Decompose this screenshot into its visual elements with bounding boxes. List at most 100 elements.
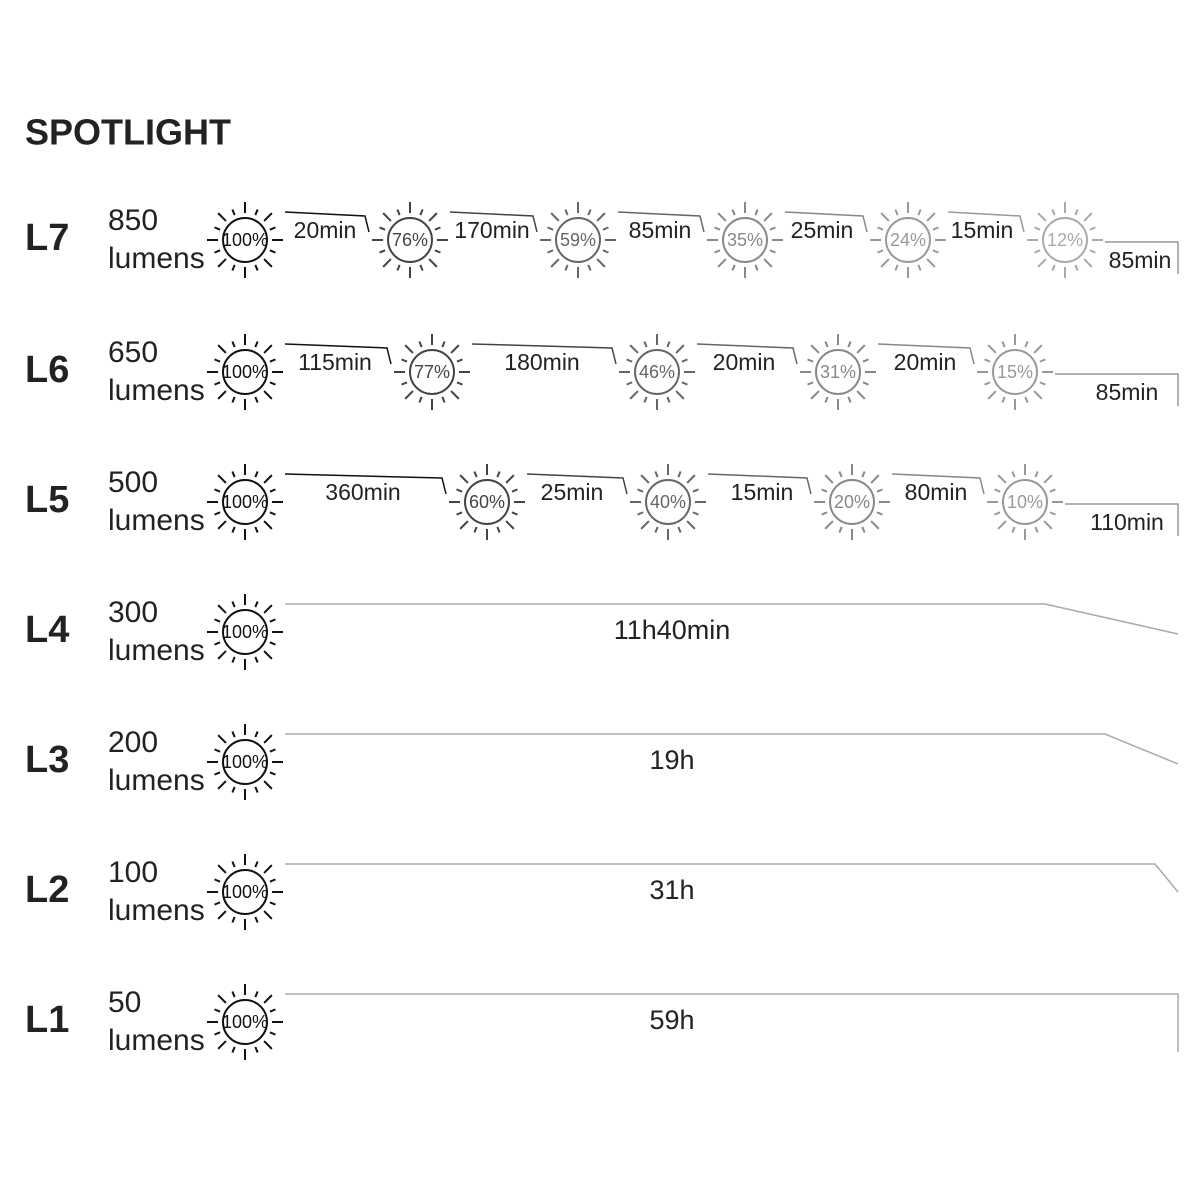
sun-ray [254,656,259,663]
lumens-unit: lumens [108,894,205,927]
level-label: L7 [25,217,69,259]
step-line [285,863,1179,893]
sun-ray [401,358,408,363]
sun-ray [263,212,273,222]
sun-ray [564,209,569,216]
sun-ray [254,991,259,998]
duration-label: 25min [791,217,854,243]
percent-label: 100% [222,1012,268,1032]
percent-label: 12% [1047,230,1083,250]
step-line [471,343,617,365]
step-line [877,343,975,365]
sun-ray [231,656,236,663]
duration-label: 115min [298,349,372,375]
sun-ray [401,381,408,386]
sun-ray [254,731,259,738]
sun-ray [686,474,696,484]
sun-ray [637,488,644,493]
sun-ray [214,641,221,646]
sun-ray [418,341,423,348]
percent-label: 100% [222,752,268,772]
lumens-unit: lumens [108,764,205,797]
sun-ray [428,258,438,268]
duration-label: 15min [951,217,1014,243]
sun-ray [824,520,834,530]
sun-ray [418,396,423,403]
sun-ray [681,358,688,363]
percent-label: 46% [639,362,675,382]
sun-icon: 60% [449,464,525,540]
sun-ray [214,1008,221,1013]
sun-ray [231,601,236,608]
step-line [1105,241,1179,274]
duration-label: 170min [454,217,529,243]
sun-circle [885,217,931,263]
sun-ray [404,390,414,400]
sun-ray [564,264,569,271]
sun-ray [269,1031,276,1036]
percent-label: 76% [392,230,428,250]
sun-ray [217,864,227,874]
sun-ray [214,748,221,753]
sun-ray [217,604,227,614]
sun-icon: 100% [207,724,283,800]
sun-ray [861,471,866,478]
sun-ray [396,264,401,271]
sun-ray [214,901,221,906]
sun-ray [254,601,259,608]
step-line [285,733,1179,765]
sun-circle [829,479,875,525]
level-label: L4 [25,609,69,651]
sun-ray [686,520,696,530]
sun-ray [987,344,997,354]
sun-ray [807,358,814,363]
sun-ray [1043,474,1053,484]
sun-ray [917,209,922,216]
sun-ray [214,771,221,776]
sun-ray [1037,212,1047,222]
sun-ray [263,910,273,920]
percent-label: 100% [222,362,268,382]
sun-icon: 12% [1027,202,1103,278]
sun-ray [626,358,633,363]
sun-ray [456,381,463,386]
sun-ray [880,258,890,268]
percent-label: 60% [469,492,505,512]
sun-ray [217,994,227,1004]
sun-circle [1002,479,1048,525]
sun-icon: 76% [372,202,448,278]
sun-icon: 46% [619,334,695,410]
sun-ray [677,471,682,478]
sun-ray [254,264,259,271]
sun-ray [714,226,721,231]
duration-label: 20min [894,349,957,375]
percent-label: 40% [650,492,686,512]
sun-ray [434,249,441,254]
sun-ray [214,488,221,493]
sun-circle [222,869,268,915]
sun-ray [214,511,221,516]
step-line [696,343,798,365]
sun-ray [847,396,852,403]
sun-ray [231,991,236,998]
sun-ray [876,488,883,493]
sun-circle [815,349,861,395]
percent-label: 35% [727,230,763,250]
percent-label: 100% [222,492,268,512]
lumens-unit: lumens [108,634,205,667]
sun-ray [987,390,997,400]
sun-ray [877,249,884,254]
sun-ray [214,249,221,254]
sun-ray [894,264,899,271]
sun-ray [692,488,699,493]
sun-ray [547,226,554,231]
sun-ray [217,212,227,222]
sun-ray [214,358,221,363]
step-line [784,211,868,233]
sun-ray [629,390,639,400]
sun-ray [870,520,880,530]
sun-ray [231,209,236,216]
step-line [284,473,447,495]
duration-label: 15min [731,479,794,505]
sun-ray [754,209,759,216]
